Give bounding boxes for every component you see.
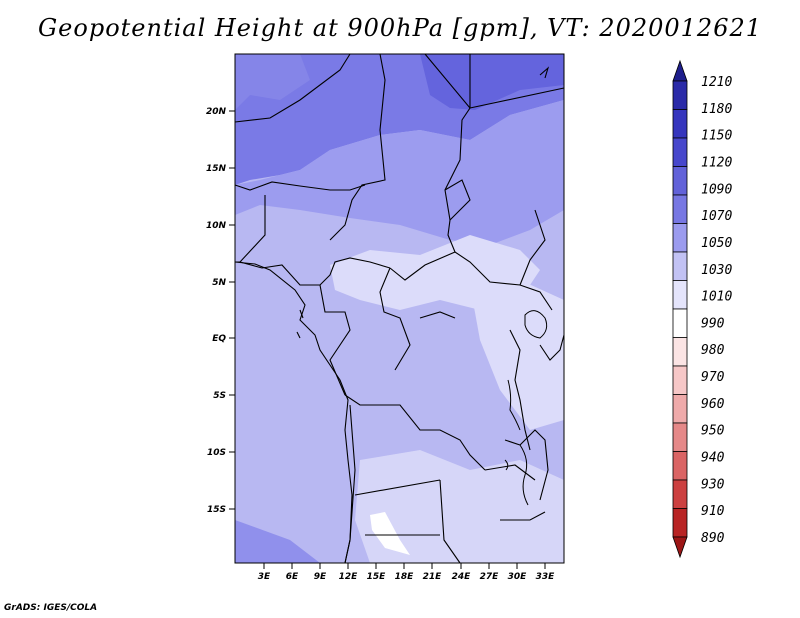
field-1010-south [370,512,410,555]
lat-label: EQ [212,334,226,344]
lon-label: 21E [423,572,443,582]
chart-title: Geopotential Height at 900hPa [gpm], VT:… [38,14,762,42]
lat-label: 5N [212,278,226,288]
map-panel [234,53,565,564]
colorbar-label: 1210 [701,75,732,90]
colorbar-segment [672,280,688,310]
lon-label: 9E [314,572,327,582]
colorbar-label: 1050 [701,236,732,251]
colorbar-label: 940 [701,451,725,466]
colorbar-segment [672,337,688,367]
colorbar-label: 950 [701,424,725,439]
colorbar-label: 1030 [701,263,732,278]
colorbar-label: 990 [701,316,725,331]
colorbar-label: 890 [701,531,725,546]
lat-label: 5S [213,391,226,401]
country-borders [234,53,565,564]
lon-label: 27E [480,572,500,582]
colorbar-segment [672,166,688,196]
colorbar-label: 930 [701,477,725,492]
lat-label: 15N [206,164,227,174]
colorbar-segment [672,59,688,82]
colorbar-segment [672,137,688,167]
lon-label: 30E [508,572,528,582]
colorbar-segment [672,394,688,424]
credit-label: GrADS: IGES/COLA [4,603,98,613]
colorbar-label: 1120 [701,155,732,170]
field-1070-northwest [235,54,310,110]
field-1090-northeast [420,54,564,110]
colorbar-label: 960 [701,397,725,412]
colorbar-segment [672,194,688,224]
colorbar-segment [672,223,688,253]
colorbar-segment [672,536,688,559]
colorbar-segment [672,308,688,338]
colorbar-segment [672,365,688,395]
lon-label: 3E [258,572,271,582]
colorbar-segment [672,451,688,481]
lat-label: 15S [207,505,226,515]
lon-axis: 3E 6E 9E 12E 15E 18E 21E 24E 27E 30E 33E [258,563,555,582]
colorbar-label: 970 [701,370,725,385]
colorbar-segment [672,109,688,139]
colorbar-segment [672,80,688,110]
colorbar: 1210 1180 1150 1120 1090 1070 1050 1030 1010 990 9… [672,59,732,559]
colorbar-label: 910 [701,504,725,519]
lon-label: 18E [395,572,415,582]
colorbar-label: 1150 [701,129,732,144]
colorbar-segment [672,479,688,509]
lat-axis: 20N 15N 10N 5N EQ 5S 10S 15S [206,107,235,515]
colorbar-label: 1090 [701,182,732,197]
lat-label: 10S [207,448,226,458]
colorbar-segment [672,251,688,281]
lon-label: 33E [536,572,556,582]
lon-label: 24E [452,572,472,582]
colorbar-label: 980 [701,343,725,358]
coastlines [234,66,550,564]
field-1050-band [235,100,564,245]
lon-label: 15E [367,572,387,582]
colorbar-label: 1070 [701,209,732,224]
lon-label: 12E [339,572,359,582]
lat-label: 20N [206,107,227,117]
lat-label: 10N [206,221,227,231]
colorbar-segment [672,508,688,538]
colorbar-segment [672,422,688,452]
colorbar-label: 1010 [701,290,732,305]
colorbar-label: 1180 [701,102,732,117]
field-1050-southwest [235,520,320,563]
field-1030-east [470,280,564,430]
lakes [504,310,548,506]
lon-label: 6E [286,572,299,582]
map-frame [234,53,565,564]
